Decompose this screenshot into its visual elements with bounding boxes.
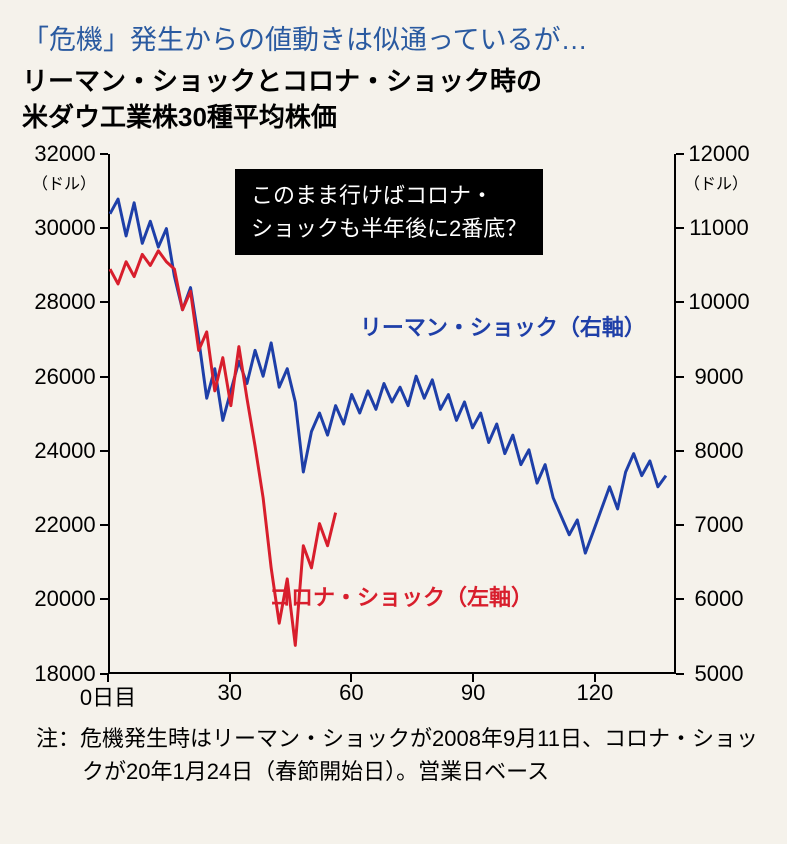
y-left-tick-label: 28000 <box>22 289 108 315</box>
y-right-tick <box>676 450 684 452</box>
footnote: 注：危機発生時はリーマン・ショックが2008年9月11日、コロナ・ショックが20… <box>22 722 765 788</box>
subtitle: リーマン・ショックとコロナ・ショック時の 米ダウ工業株30種平均株価 <box>22 63 765 136</box>
y-left-tick <box>100 301 108 303</box>
x-tick-label: 0日目 <box>80 680 136 712</box>
y-right-tick-label: 8000 <box>676 438 762 464</box>
x-tick-label: 90 <box>461 680 485 706</box>
y-left-tick <box>100 153 108 155</box>
y-right-tick <box>676 598 684 600</box>
y-left-tick-label: 32000 <box>22 141 108 167</box>
y-right-tick-label: 11000 <box>676 215 762 241</box>
y-left-tick <box>100 450 108 452</box>
y-right-tick-label: 9000 <box>676 364 762 390</box>
y-left-tick-label: 30000 <box>22 215 108 241</box>
x-tick <box>472 674 474 682</box>
plot-area: このまま行けばコロナ・ ショックも半年後に2番底？ リーマン・ショック（右軸） コ… <box>108 154 676 674</box>
subtitle-line2: 米ダウ工業株30種平均株価 <box>22 102 337 132</box>
y-right-tick-label: 10000 <box>676 289 762 315</box>
y-right-tick-label: 7000 <box>676 512 762 538</box>
y-left-tick <box>100 376 108 378</box>
y-left-tick <box>100 598 108 600</box>
x-tick-label: 60 <box>339 680 363 706</box>
y-right-tick-label: 5000 <box>676 661 762 687</box>
supertitle: 「危機」発生からの値動きは似通っているが… <box>22 18 765 57</box>
y-right-unit: （ドル） <box>684 170 748 194</box>
chart: このまま行けばコロナ・ ショックも半年後に2番底？ リーマン・ショック（右軸） コ… <box>22 144 762 714</box>
y-left-unit: （ドル） <box>32 170 96 194</box>
y-left-tick-label: 24000 <box>22 438 108 464</box>
x-tick-label: 120 <box>576 680 613 706</box>
y-right-tick <box>676 524 684 526</box>
y-left-tick-label: 22000 <box>22 512 108 538</box>
x-tick <box>350 674 352 682</box>
y-right-tick <box>676 673 684 675</box>
callout-box: このまま行けばコロナ・ ショックも半年後に2番底？ <box>235 169 543 255</box>
subtitle-line1: リーマン・ショックとコロナ・ショック時の <box>22 66 542 96</box>
y-left-tick <box>100 524 108 526</box>
x-tick <box>107 674 109 682</box>
x-tick <box>594 674 596 682</box>
series-label-corona: コロナ・ショック（左軸） <box>269 580 533 612</box>
y-right-tick <box>676 153 684 155</box>
series-label-lehman: リーマン・ショック（右軸） <box>360 310 646 342</box>
y-right-tick <box>676 227 684 229</box>
y-left-tick-label: 20000 <box>22 586 108 612</box>
y-right-tick-label: 12000 <box>676 141 762 167</box>
x-tick <box>229 674 231 682</box>
y-right-tick-label: 6000 <box>676 586 762 612</box>
y-left-tick <box>100 227 108 229</box>
y-left-tick-label: 26000 <box>22 364 108 390</box>
callout-line2: ショックも半年後に2番底？ <box>251 216 527 241</box>
y-right-tick <box>676 301 684 303</box>
x-tick-label: 30 <box>217 680 241 706</box>
callout-line1: このまま行けばコロナ・ <box>251 183 493 208</box>
y-right-tick <box>676 376 684 378</box>
